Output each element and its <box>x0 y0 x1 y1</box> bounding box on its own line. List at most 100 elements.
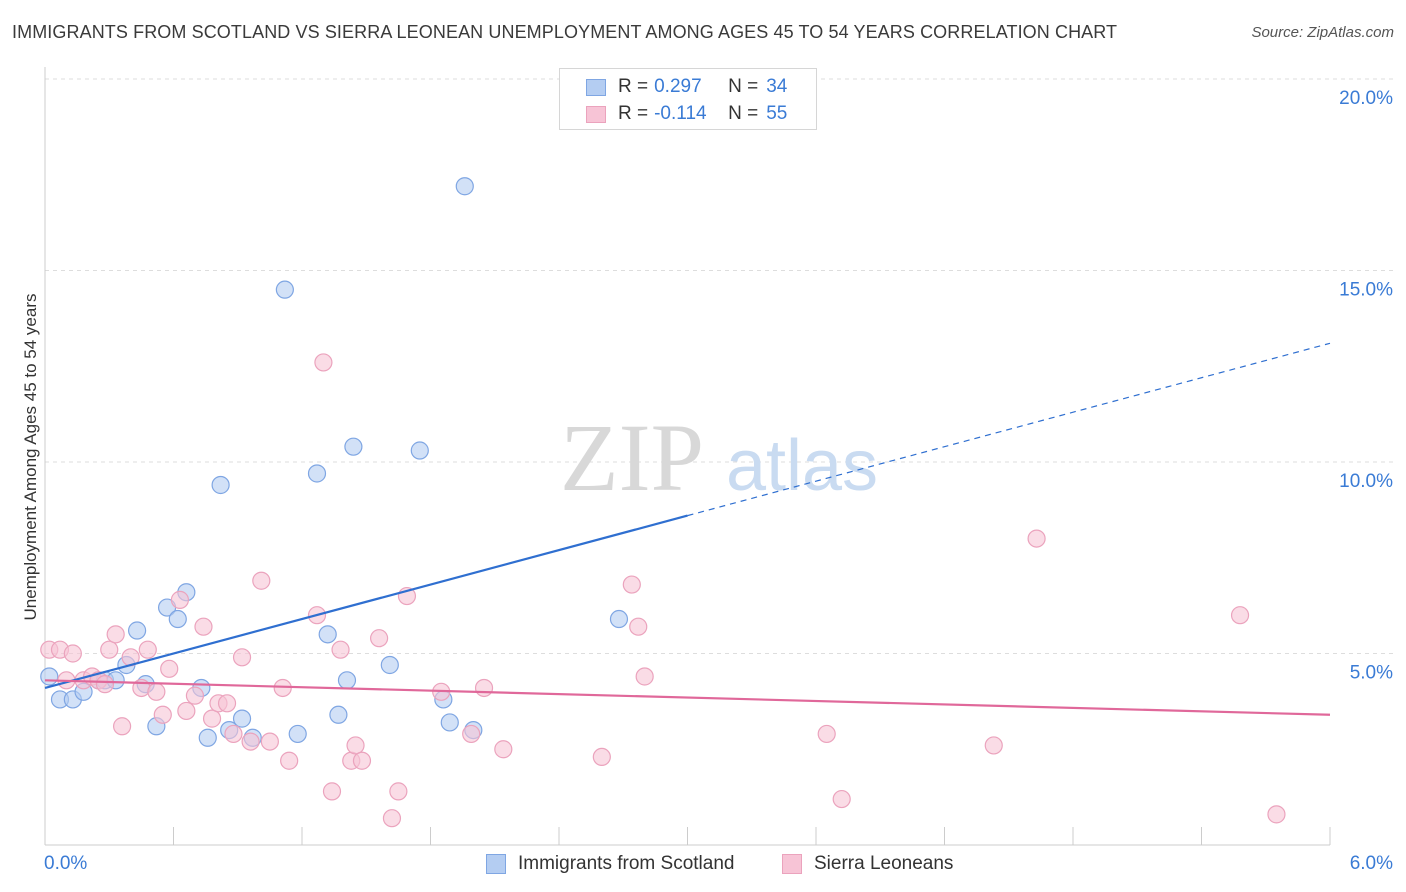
point-scotland <box>455 177 474 196</box>
legend-n-label: N = <box>728 76 759 97</box>
bottom-legend-swatch-scotland <box>486 854 506 874</box>
point-sierra-leone <box>170 590 190 609</box>
point-sierra-leone <box>389 782 408 801</box>
point-sierra-leone <box>462 724 481 744</box>
gridlines <box>45 78 1395 654</box>
y-axis-label: Unemployment Among Ages 45 to 54 years <box>21 294 40 621</box>
tick-labels: 5.0% 10.0% 15.0% 20.0% 0.0% 6.0% <box>44 88 1393 874</box>
point-sierra-leone <box>160 659 179 678</box>
point-scotland <box>380 655 399 675</box>
point-sierra-leone <box>185 686 205 705</box>
point-sierra-leone <box>346 736 365 755</box>
legend-n-value: 55 <box>766 103 788 124</box>
point-sierra-leone <box>112 717 132 736</box>
point-scotland <box>40 667 59 686</box>
legend-row-scotland: R = 0.297 N = 34 <box>586 75 787 99</box>
point-scotland <box>337 671 357 690</box>
point-scotland <box>440 713 459 732</box>
trend-line-scotland-extrapolated <box>687 342 1331 517</box>
point-sierra-leone <box>260 732 279 751</box>
point-sierra-leone <box>832 789 851 809</box>
point-sierra-leone <box>153 705 172 724</box>
point-sierra-leone <box>177 701 196 721</box>
point-sierra-leone <box>322 782 342 801</box>
point-sierra-leone <box>224 724 243 744</box>
legend-swatch-scotland <box>586 78 606 96</box>
y-tick-label: 5.0% <box>1350 663 1393 684</box>
legend-r-label: R = <box>618 103 649 124</box>
point-scotland <box>307 464 327 483</box>
point-sierra-leone <box>217 694 237 713</box>
point-scotland <box>288 724 307 744</box>
point-sierra-leone <box>1267 805 1286 824</box>
x-tick-label-max: 6.0% <box>1350 853 1393 874</box>
y-tick-label: 20.0% <box>1339 88 1393 109</box>
y-tick-label: 10.0% <box>1339 471 1393 492</box>
point-sierra-leone <box>331 640 350 659</box>
point-sierra-leone <box>817 724 836 744</box>
point-sierra-leone <box>147 682 166 701</box>
point-scotland <box>410 441 429 460</box>
axes <box>44 67 1331 846</box>
point-scotland <box>198 728 217 747</box>
bottom-legend-swatch-sierra <box>782 854 802 874</box>
point-scotland <box>344 437 363 456</box>
point-scotland <box>232 709 252 728</box>
point-sierra-leone <box>635 667 654 686</box>
point-sierra-leone <box>252 571 271 590</box>
bottom-legend-label-scotland: Immigrants from Scotland <box>518 853 735 874</box>
point-sierra-leone <box>984 736 1003 755</box>
point-sierra-leone <box>1027 529 1046 548</box>
point-sierra-leone <box>232 648 252 667</box>
point-sierra-leone <box>106 625 125 644</box>
trend-lines <box>44 342 1331 716</box>
legend-n-label: N = <box>728 103 759 124</box>
point-sierra-leone <box>474 678 494 698</box>
point-sierra-leone <box>352 751 372 770</box>
watermark-atlas: atlas <box>726 426 878 506</box>
point-scotland <box>329 705 348 724</box>
correlation-legend: R = 0.297 N = 34 R = -0.114 N = 55 <box>559 68 817 130</box>
point-sierra-leone <box>194 617 213 636</box>
point-scotland <box>168 609 187 629</box>
bottom-legend-scotland: Immigrants from Scotland <box>486 852 734 876</box>
trend-line-scotland <box>44 514 688 690</box>
legend-swatch-sierra <box>586 105 606 123</box>
point-sierra-leone <box>100 640 119 659</box>
legend-r-value: 0.297 <box>654 76 702 97</box>
y-tick-label: 15.0% <box>1339 280 1393 301</box>
point-scotland <box>127 621 147 640</box>
point-scotland <box>275 280 294 299</box>
point-scotland <box>609 609 629 629</box>
watermark: ZIP atlas <box>560 404 878 511</box>
point-sierra-leone <box>622 575 641 594</box>
point-scotland <box>211 475 230 495</box>
point-sierra-leone <box>494 740 513 759</box>
legend-r-label: R = <box>618 76 649 97</box>
legend-r-value: -0.114 <box>654 103 707 124</box>
point-sierra-leone <box>314 353 333 372</box>
watermark-zip: ZIP <box>560 404 704 511</box>
chart-title: IMMIGRANTS FROM SCOTLAND VS SIERRA LEONE… <box>12 22 1118 42</box>
point-sierra-leone <box>202 709 222 728</box>
source-label: Source: ZipAtlas.com <box>1251 24 1394 41</box>
point-sierra-leone <box>241 732 260 751</box>
point-sierra-leone <box>138 640 157 659</box>
point-sierra-leone <box>592 747 611 767</box>
point-sierra-leone <box>629 617 648 636</box>
point-sierra-leone <box>370 629 389 648</box>
legend-n-value: 34 <box>766 76 788 97</box>
x-tick-label-min: 0.0% <box>44 853 87 874</box>
point-sierra-leone <box>280 751 299 770</box>
point-sierra-leone <box>1230 606 1250 625</box>
point-sierra-leone <box>63 644 82 663</box>
point-scotland <box>318 625 337 644</box>
bottom-legend-label-sierra: Sierra Leoneans <box>814 853 954 874</box>
point-sierra-leone <box>95 675 115 694</box>
legend-row-sierra: R = -0.114 N = 55 <box>586 102 787 126</box>
point-sierra-leone <box>273 678 292 698</box>
point-sierra-leone <box>382 809 402 828</box>
bottom-legend-sierra: Sierra Leoneans <box>782 852 953 876</box>
trend-line-sierra-leone <box>44 679 1331 716</box>
